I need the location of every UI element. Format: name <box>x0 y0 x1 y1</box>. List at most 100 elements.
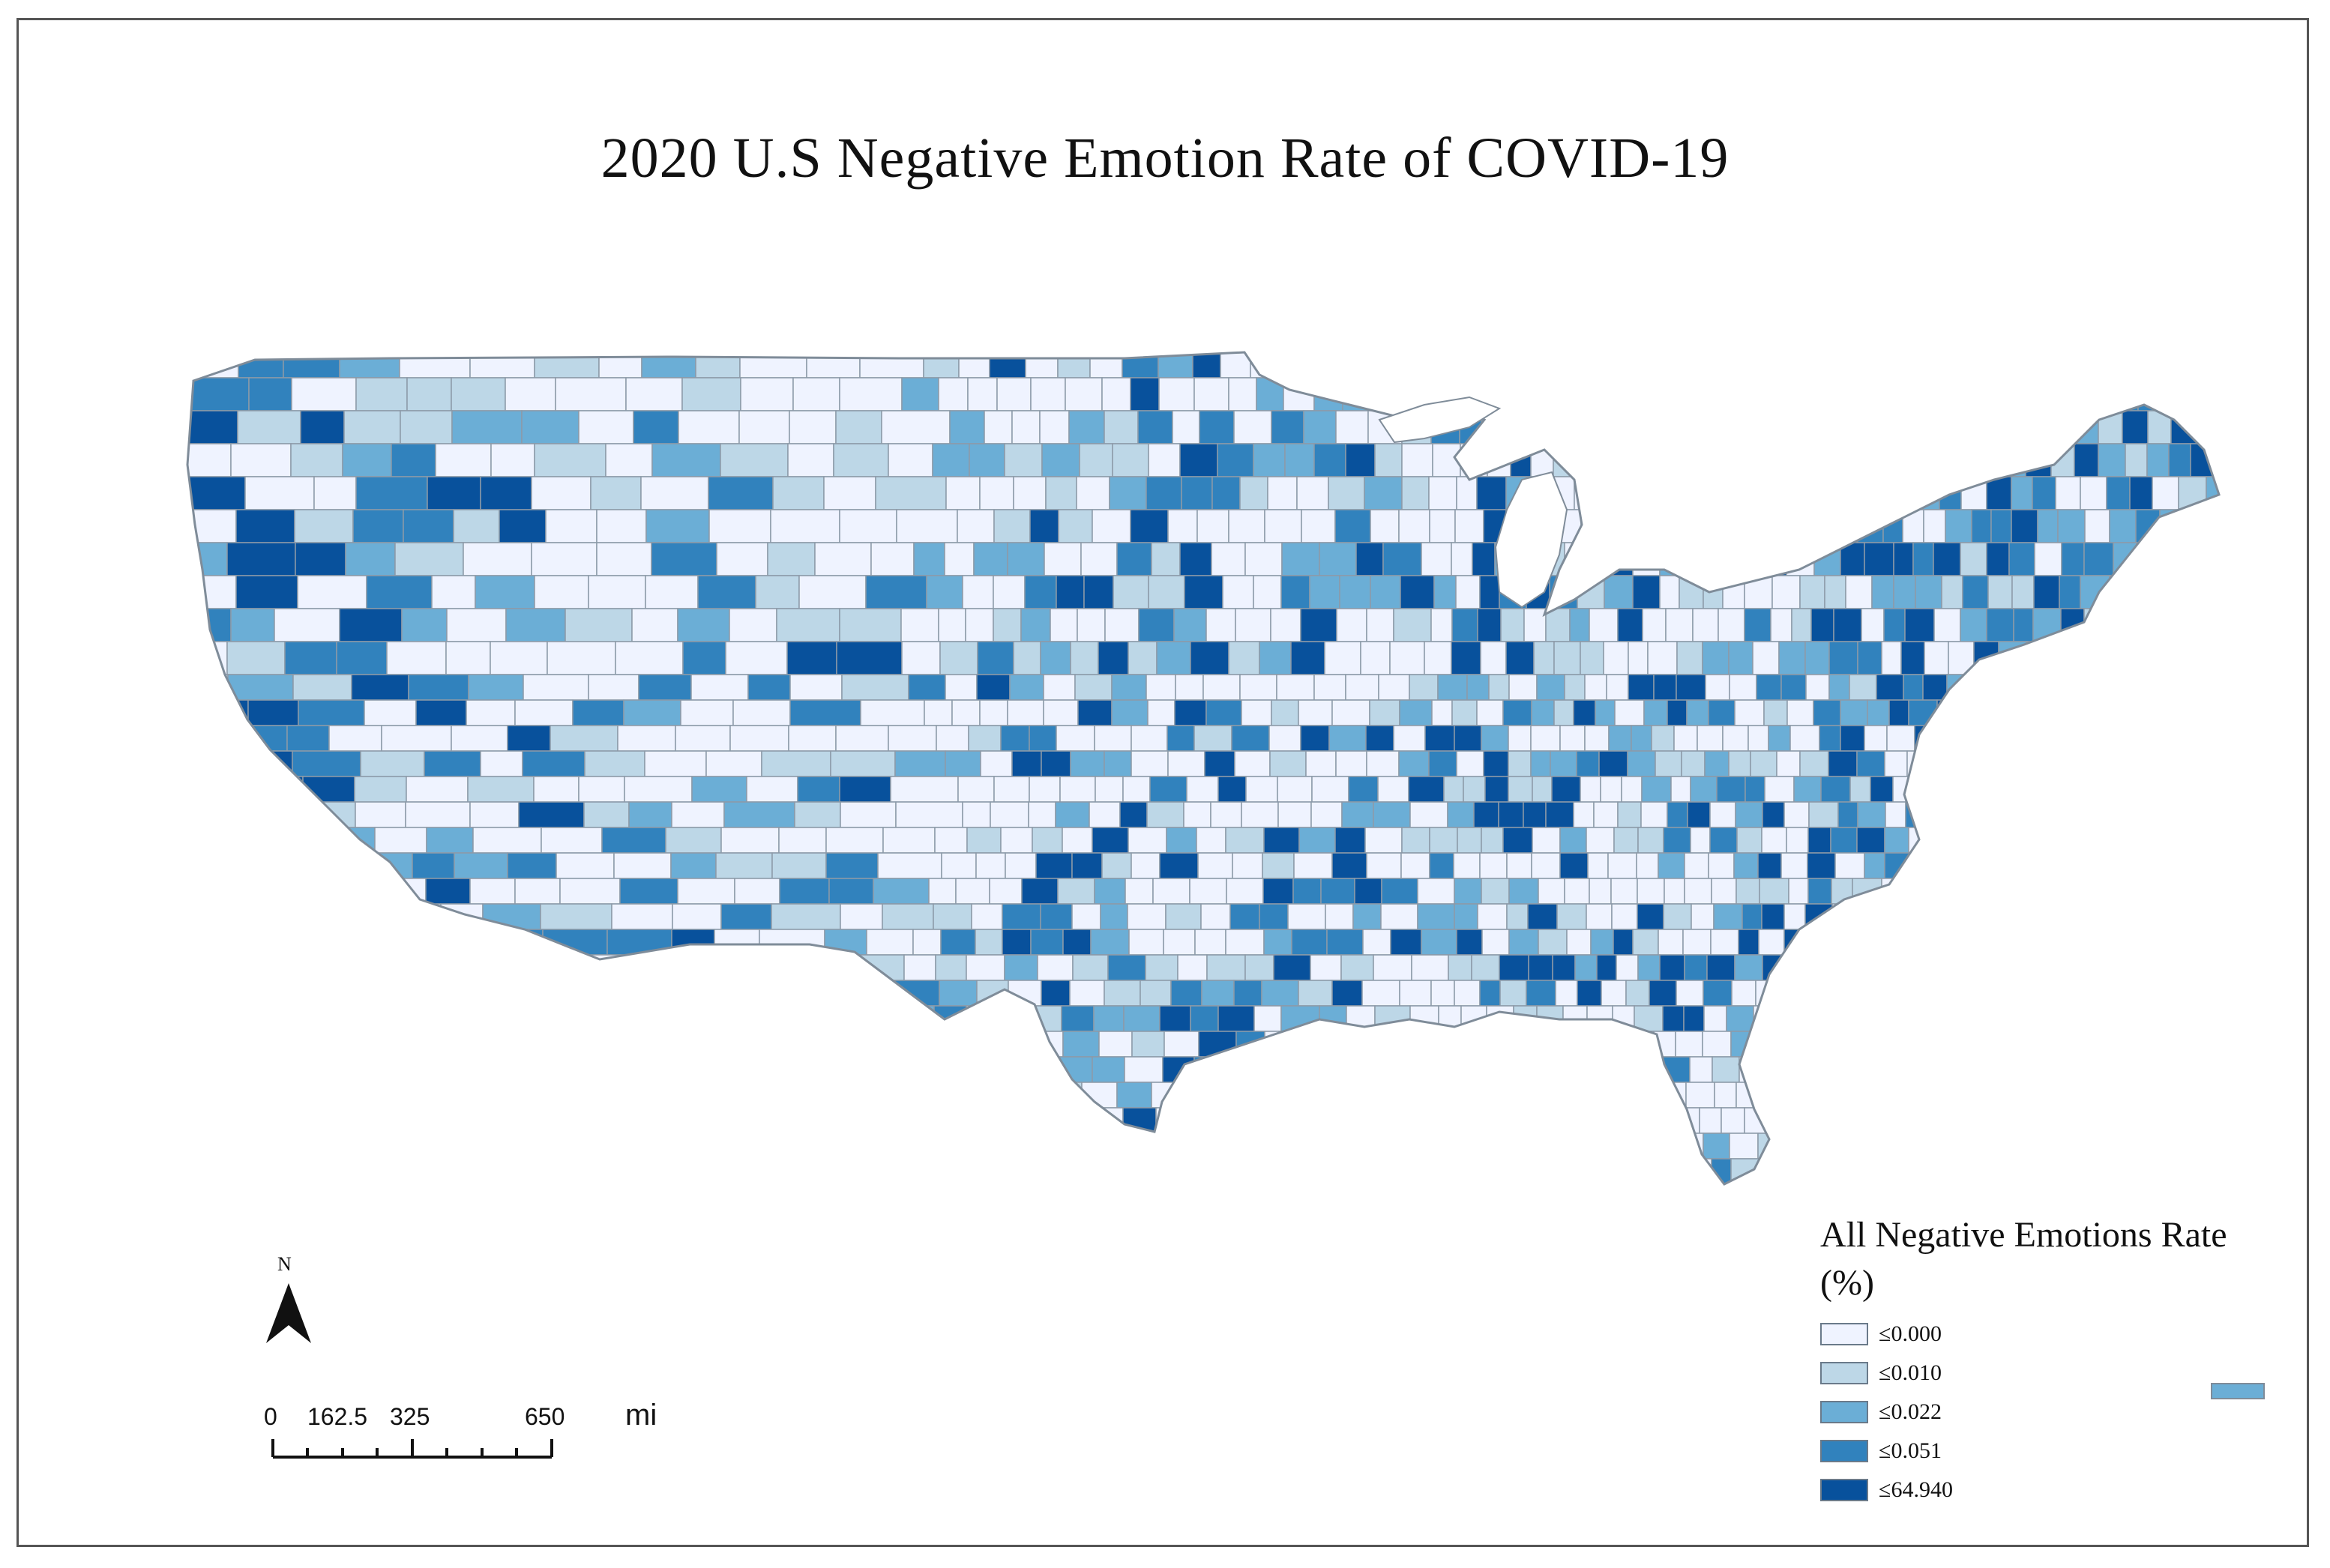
county-cell <box>470 1082 528 1109</box>
county-cell <box>2152 1133 2175 1160</box>
county-cell <box>1632 929 1659 956</box>
county-cell <box>1193 725 1232 752</box>
county-cell <box>1788 878 1809 905</box>
county-cell <box>1590 929 1614 956</box>
county-cell <box>720 903 772 930</box>
county-cell <box>2057 509 2086 543</box>
county-cell <box>187 1158 232 1184</box>
county-cell <box>1345 1133 1384 1160</box>
county-cell <box>2146 1183 2169 1184</box>
county-cell <box>2024 725 2051 752</box>
county-cell <box>900 1005 935 1032</box>
county-cell <box>1830 1133 1857 1160</box>
county-cell <box>1987 575 2013 609</box>
county-cell <box>1156 641 1191 675</box>
county-cell <box>2057 1082 2082 1109</box>
county-cell <box>1884 750 1908 777</box>
county-cell <box>986 1031 1026 1058</box>
county-cell <box>1463 1056 1492 1083</box>
county-cell <box>1556 903 1587 930</box>
county-cell <box>1184 1158 1220 1184</box>
county-cell <box>1499 954 1529 981</box>
county-cell <box>226 1183 288 1184</box>
county-cell <box>1040 903 1073 930</box>
county-cell <box>2029 1082 2059 1109</box>
county-cell <box>187 443 232 477</box>
county-cell <box>1131 725 1168 752</box>
county-cell <box>1661 1056 1691 1083</box>
county-cell <box>1876 1133 1906 1160</box>
county-cell <box>1553 641 1581 675</box>
county-cell <box>1193 377 1229 411</box>
county-cell <box>1734 542 1758 576</box>
county-cell <box>1876 1183 1898 1184</box>
county-cell <box>1764 1082 1788 1109</box>
county-cell <box>794 801 841 828</box>
county-cell <box>578 410 634 444</box>
county-cell <box>1241 699 1272 726</box>
county-cell <box>522 750 585 777</box>
county-cells <box>187 352 2252 1184</box>
county-cell <box>1550 750 1577 777</box>
county-cell <box>2141 725 2166 752</box>
county-cell <box>1510 1158 1538 1184</box>
county-cell <box>1662 1005 1685 1032</box>
county-cell <box>1505 641 1535 675</box>
county-cell <box>840 1133 889 1160</box>
county-cell <box>1615 1158 1642 1184</box>
county-cell <box>1665 608 1694 642</box>
county-cell <box>1451 1107 1478 1134</box>
county-cell <box>623 699 681 726</box>
county-cell <box>670 852 717 879</box>
county-cell <box>1556 377 1577 411</box>
county-cell <box>2223 802 2252 827</box>
county-cell <box>2080 575 2110 609</box>
county-cell <box>1083 575 1114 609</box>
county-cell <box>1300 725 1330 752</box>
county-cell <box>1460 1005 1487 1032</box>
county-cell <box>1762 801 1785 828</box>
county-cell <box>1320 878 1355 905</box>
county-cell <box>2172 352 2199 379</box>
county-cell <box>2031 699 2056 726</box>
county-cell <box>1528 954 1553 981</box>
county-cell <box>451 410 523 444</box>
county-cell <box>1704 377 1731 411</box>
county-cell <box>1810 929 1831 956</box>
county-cell <box>2009 1107 2032 1134</box>
county-cell <box>1564 542 1589 576</box>
county-cell <box>1280 1082 1319 1109</box>
county-cell <box>1298 1056 1331 1083</box>
county-cell <box>1882 1005 1903 1032</box>
county-cell <box>1166 827 1197 854</box>
county-cell <box>376 878 427 905</box>
county-cell <box>715 1183 765 1184</box>
county-cell <box>1438 1005 1462 1032</box>
county-cell <box>1398 750 1430 777</box>
county-cell <box>1478 1183 1499 1184</box>
county-cell <box>466 1005 529 1032</box>
county-cell <box>1703 410 1732 444</box>
county-cell <box>1009 674 1044 701</box>
county-cell <box>716 542 768 576</box>
county-cell <box>2206 725 2219 752</box>
county-cell <box>1682 929 1712 956</box>
county-cell <box>1933 542 1961 576</box>
county-cell <box>2028 1056 2057 1083</box>
county-cell <box>226 542 296 576</box>
county-cell <box>1313 443 1346 477</box>
north-label: N <box>277 1253 292 1275</box>
county-cell <box>1824 575 1846 609</box>
county-cell <box>1225 1107 1265 1134</box>
county-cell <box>1451 608 1478 642</box>
county-cell <box>229 1133 285 1160</box>
county-cell <box>2122 801 2144 828</box>
county-cell <box>1864 542 1894 576</box>
county-cell <box>601 827 666 854</box>
county-cell <box>446 608 507 642</box>
county-cell <box>1123 1005 1161 1032</box>
county-cell <box>1313 352 1348 379</box>
county-cell <box>230 608 275 642</box>
county-cell <box>1553 443 1576 477</box>
county-cell <box>951 699 981 726</box>
